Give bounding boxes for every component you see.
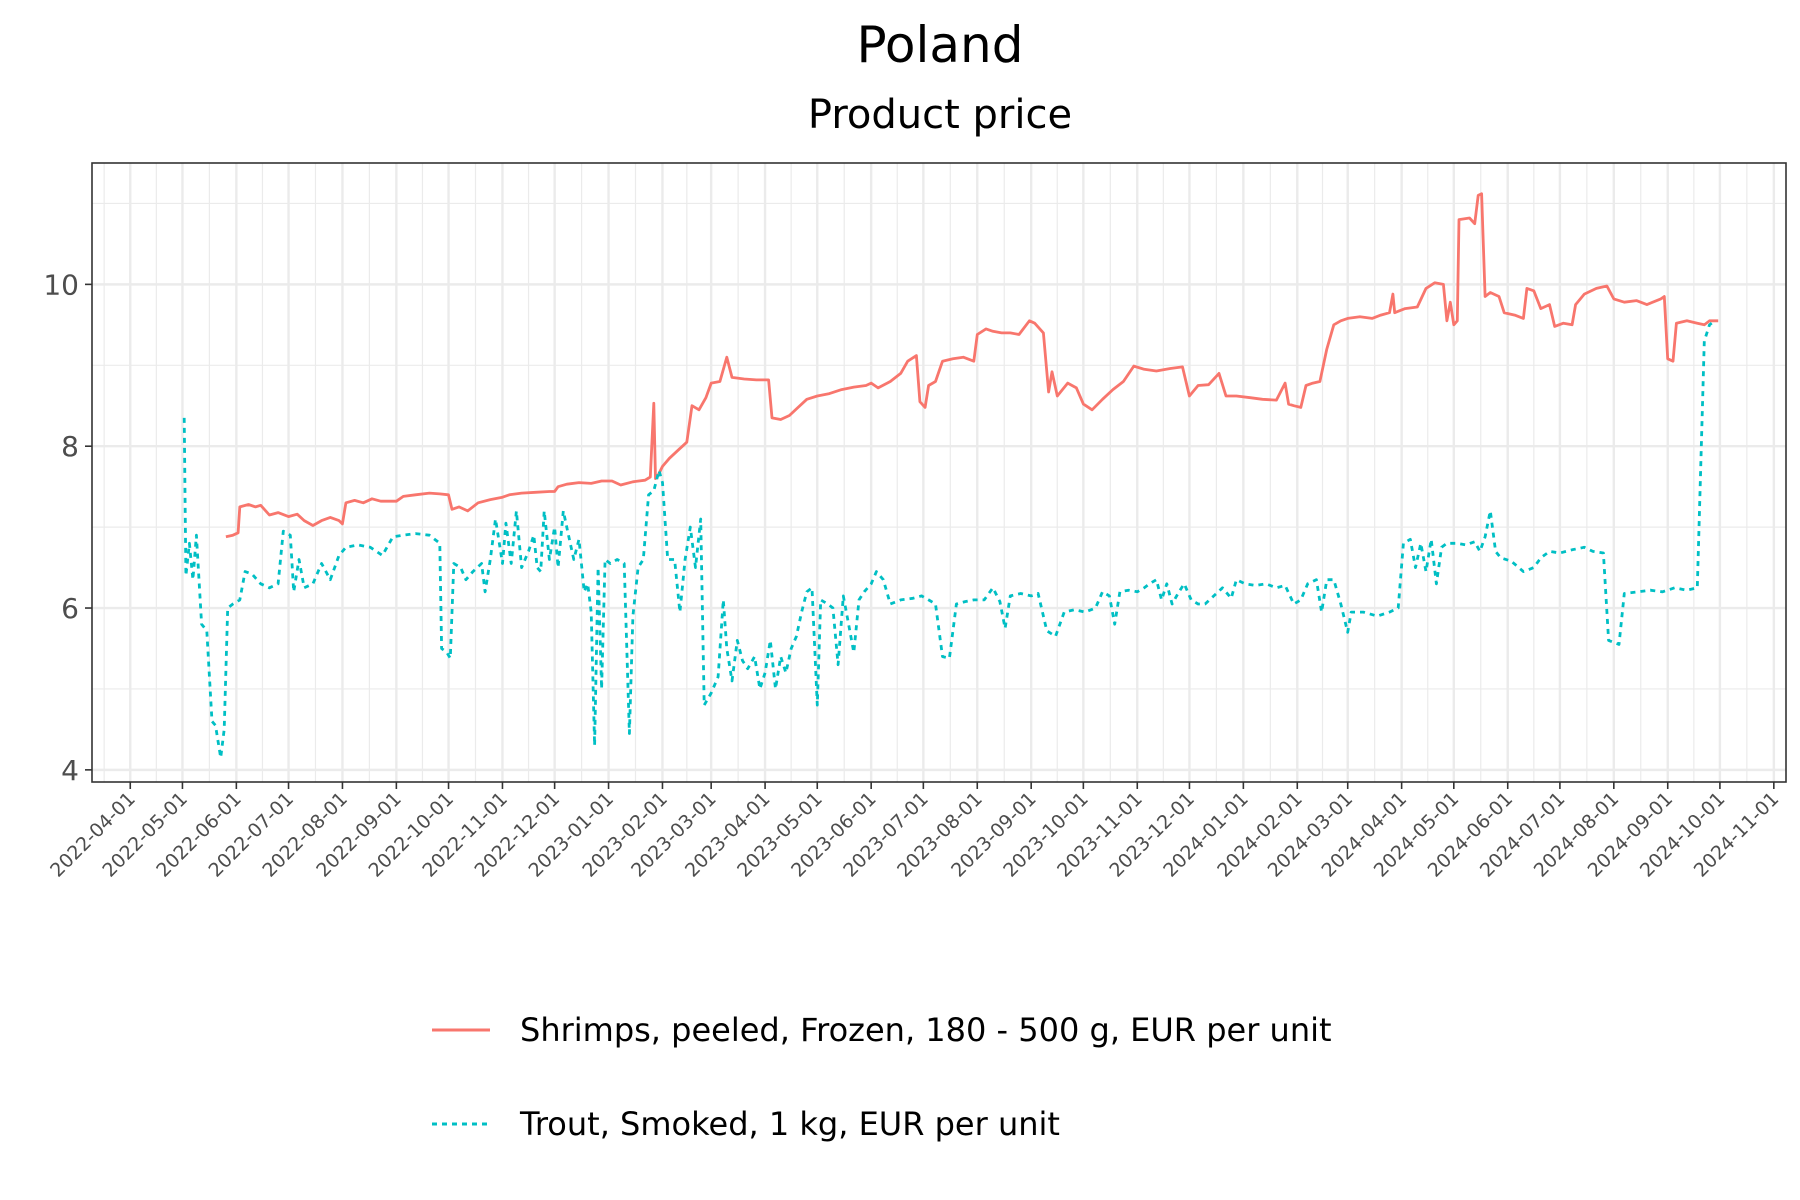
plot-panel-border [91, 162, 1787, 783]
grid-major [92, 163, 1786, 782]
y-axis: 4 6 8 10 [43, 268, 92, 787]
y-tick-label: 4 [61, 754, 79, 787]
chart-title: Poland [857, 16, 1024, 74]
x-axis: 2022-04-012022-05-012022-06-012022-07-01… [46, 782, 1783, 882]
chart-subtitle: Product price [808, 92, 1072, 138]
legend: Shrimps, peeled, Frozen, 180 - 500 g, EU… [432, 1011, 1332, 1143]
legend-label-shrimps: Shrimps, peeled, Frozen, 180 - 500 g, EU… [520, 1011, 1332, 1049]
y-tick-label: 6 [61, 592, 79, 625]
y-tick-label: 10 [43, 268, 79, 301]
legend-label-trout: Trout, Smoked, 1 kg, EUR per unit [519, 1105, 1060, 1143]
grid-minor [92, 163, 1786, 782]
series-layer [182, 192, 1719, 760]
series-line-1 [182, 319, 1716, 760]
y-tick-label: 8 [61, 430, 79, 463]
series-line-0 [225, 192, 1719, 539]
